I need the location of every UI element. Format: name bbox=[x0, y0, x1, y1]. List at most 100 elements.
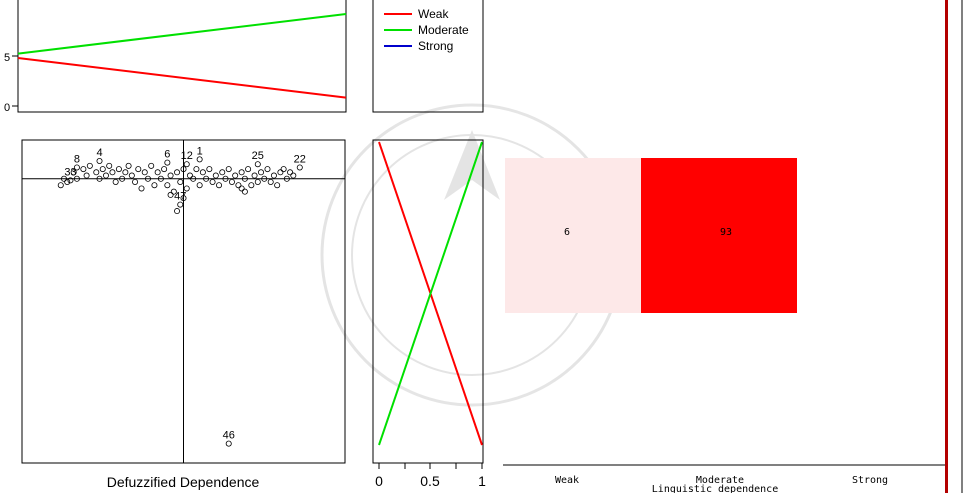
scatter-point bbox=[167, 191, 174, 198]
scatter-point-label: 12 bbox=[181, 150, 193, 162]
legend: Weak Moderate Strong bbox=[372, 0, 484, 113]
scatter-point bbox=[144, 175, 151, 182]
heatmap-category-label: Weak bbox=[555, 475, 579, 486]
scatter-point-label: 1 bbox=[197, 145, 203, 157]
legend-frame bbox=[372, 0, 484, 113]
scatter-point bbox=[261, 175, 268, 182]
scatter-point bbox=[128, 172, 135, 179]
scatter-point bbox=[157, 175, 164, 182]
scatter-point bbox=[228, 178, 235, 185]
scatter-points bbox=[57, 156, 303, 447]
scatter-point bbox=[80, 166, 87, 173]
scatter-point bbox=[112, 178, 119, 185]
scatter-point bbox=[232, 172, 239, 179]
heatmap-category-label: Strong bbox=[852, 475, 888, 486]
scatter-point bbox=[264, 166, 271, 173]
scatter-point bbox=[86, 162, 93, 169]
scatter-point bbox=[212, 172, 219, 179]
scatter-point bbox=[132, 178, 139, 185]
scatter-point bbox=[119, 175, 126, 182]
scatter-point bbox=[151, 182, 158, 189]
scatter-point bbox=[267, 178, 274, 185]
membership-moderate-line bbox=[378, 141, 483, 446]
scatter-point-label: 6 bbox=[164, 149, 170, 161]
scatter-point bbox=[241, 175, 248, 182]
top-left-tick-label: 5 bbox=[4, 52, 10, 64]
scatter-point bbox=[99, 166, 106, 173]
scatter-point bbox=[73, 175, 80, 182]
scatter-point-label: 22 bbox=[294, 153, 306, 165]
scatter-point bbox=[148, 162, 155, 169]
scatter-point-label: 4 bbox=[96, 147, 102, 159]
scatter-point bbox=[238, 169, 245, 176]
scatter-point bbox=[102, 172, 109, 179]
scatter-point bbox=[186, 172, 193, 179]
scatter-point bbox=[296, 164, 303, 171]
scatter-point bbox=[222, 175, 229, 182]
scatter-point-labels: 4 8 1 6 12 25 22 33 47 46 bbox=[64, 145, 306, 441]
scatter-point bbox=[183, 161, 190, 168]
heatmap-panel: 6 93 Weak Moderate Strong Linguistic dep… bbox=[503, 158, 946, 493]
scatter-point bbox=[164, 182, 171, 189]
scatter-point bbox=[254, 161, 261, 168]
scatter-point bbox=[290, 172, 297, 179]
scatter-point bbox=[258, 169, 265, 176]
heatmap-cell-moderate bbox=[641, 158, 797, 313]
scatter-point bbox=[106, 162, 113, 169]
scatter-point bbox=[164, 159, 171, 166]
scatter-point bbox=[83, 172, 90, 179]
scatter-point bbox=[174, 208, 181, 215]
scatter-point bbox=[280, 166, 287, 173]
moderate-line bbox=[17, 13, 347, 55]
scatter-point bbox=[60, 175, 67, 182]
weak-line bbox=[17, 57, 347, 99]
scatter-point bbox=[70, 169, 77, 176]
scatter-point-label: 47 bbox=[174, 191, 186, 203]
heatmap-x-axis-label: Linguistic dependence bbox=[652, 484, 778, 493]
scatter-point bbox=[183, 185, 190, 192]
scatter-point-label: 46 bbox=[223, 430, 235, 442]
scatter-point bbox=[57, 182, 64, 189]
scatter-point bbox=[199, 169, 206, 176]
heatmap-value-weak: 6 bbox=[564, 227, 570, 238]
scatter-point bbox=[241, 188, 248, 195]
scatter-point bbox=[73, 164, 80, 171]
membership-frame bbox=[372, 139, 484, 464]
top-left-tick-label: 0 bbox=[4, 102, 10, 114]
scatter-point bbox=[135, 166, 142, 173]
scatter-point bbox=[196, 156, 203, 163]
heatmap-value-moderate: 93 bbox=[720, 227, 732, 238]
scatter-point bbox=[216, 182, 223, 189]
scatter-point bbox=[251, 172, 258, 179]
scatter-point bbox=[277, 169, 284, 176]
membership-x-tick-label: 0.5 bbox=[420, 473, 440, 489]
scatter-point bbox=[245, 166, 252, 173]
scatter-point bbox=[254, 178, 261, 185]
membership-panel: 0 0.5 1 bbox=[372, 139, 486, 489]
scatter-point bbox=[219, 169, 226, 176]
scatter-point bbox=[180, 195, 187, 202]
scatter-point-label: 33 bbox=[64, 166, 76, 178]
scatter-point bbox=[141, 169, 148, 176]
scatter-point bbox=[170, 188, 177, 195]
scatter-point bbox=[122, 169, 129, 176]
scatter-point bbox=[235, 182, 242, 189]
scatter-point bbox=[206, 166, 213, 173]
scatter-point bbox=[93, 169, 100, 176]
scatter-point bbox=[180, 166, 187, 173]
scatter-point bbox=[174, 169, 181, 176]
membership-x-tick-label: 0 bbox=[375, 473, 383, 489]
scatter-point bbox=[274, 182, 281, 189]
scatter-point bbox=[67, 177, 74, 184]
scatter-point bbox=[125, 162, 132, 169]
scatter-point bbox=[161, 166, 168, 173]
scatter-x-axis-label: Defuzzified Dependence bbox=[107, 474, 260, 490]
scatter-point bbox=[193, 166, 200, 173]
scatter-point-label: 25 bbox=[252, 150, 264, 162]
scatter-panel: 4 8 1 6 12 25 22 33 47 46 Defuzzified Dependence bbox=[21, 139, 346, 490]
legend-label-strong: Strong bbox=[418, 39, 453, 53]
scatter-point bbox=[203, 175, 210, 182]
color-scale-bar bbox=[945, 0, 948, 493]
top-left-panel: 5 0 bbox=[4, 0, 347, 114]
scatter-point bbox=[96, 157, 103, 164]
